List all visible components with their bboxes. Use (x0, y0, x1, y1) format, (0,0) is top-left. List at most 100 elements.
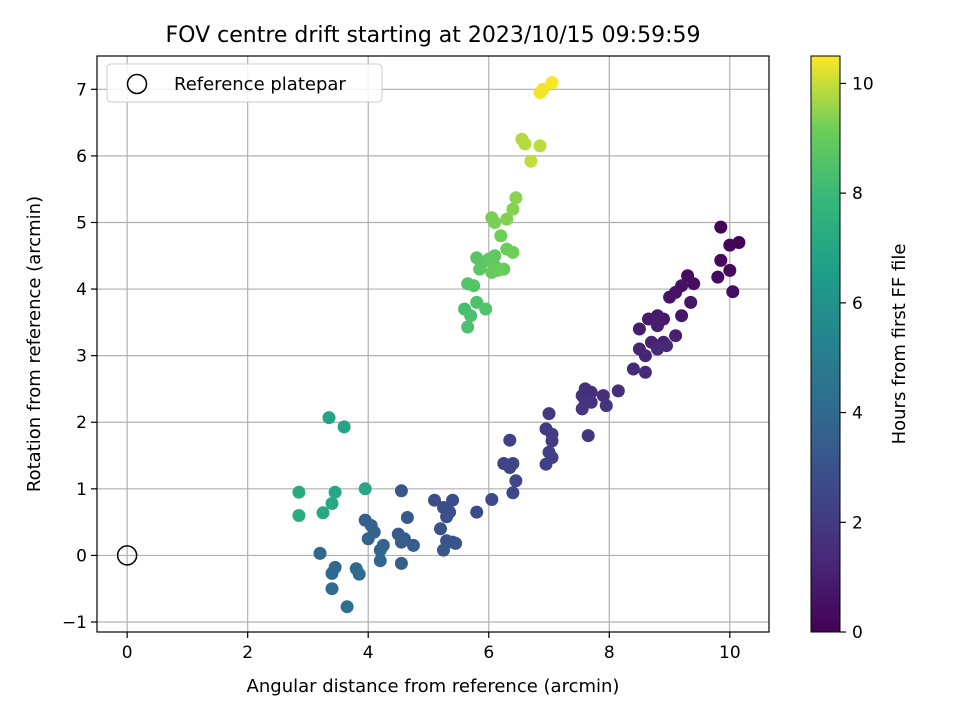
data-point (506, 245, 520, 259)
data-point (638, 365, 652, 379)
data-point (449, 536, 463, 550)
data-point (337, 420, 351, 434)
data-point (651, 319, 664, 333)
x-tick-label: 8 (604, 643, 615, 663)
data-point (467, 279, 481, 293)
data-point (518, 137, 532, 151)
colorbar-tick-label: 4 (852, 404, 863, 424)
data-point (638, 349, 652, 363)
data-point (322, 411, 336, 425)
data-point (479, 302, 493, 316)
data-point (440, 510, 454, 524)
data-point (539, 457, 553, 471)
data-point (711, 270, 725, 284)
data-point (316, 506, 330, 520)
data-point (542, 407, 556, 421)
y-tick-label: 5 (76, 213, 87, 233)
data-point (726, 285, 740, 299)
data-point (642, 312, 655, 326)
data-point (506, 202, 520, 216)
y-tick-label: −1 (62, 613, 87, 633)
data-point (325, 566, 339, 580)
data-point (581, 429, 595, 443)
data-point (533, 86, 547, 100)
data-point (485, 493, 499, 506)
legend: Reference platepar (106, 63, 383, 103)
data-point (545, 76, 559, 90)
data-point (533, 139, 547, 153)
data-point (361, 532, 375, 546)
y-axis-label: Rotation from reference (arcmin) (24, 196, 45, 492)
y-axis-ticks: −1 0 1 2 3 4 5 6 7 (62, 80, 97, 633)
colorbar-gradient (810, 55, 841, 633)
data-point (524, 154, 538, 168)
data-point (473, 262, 487, 276)
data-point (394, 484, 408, 498)
y-tick-label: 2 (76, 413, 87, 433)
y-tick-label: 1 (76, 480, 87, 500)
data-point (437, 543, 450, 557)
data-point (584, 395, 598, 409)
data-point (434, 522, 447, 536)
data-point (723, 263, 737, 277)
data-point (373, 543, 387, 557)
colorbar-tick-label: 8 (852, 184, 863, 204)
y-tick-label: 0 (76, 546, 87, 566)
data-point (488, 216, 502, 229)
data-point (406, 538, 420, 552)
data-point (373, 554, 387, 568)
data-point (325, 497, 339, 510)
data-point (313, 546, 327, 560)
y-tick-label: 6 (76, 147, 87, 167)
data-point (714, 253, 728, 267)
x-tick-label: 10 (719, 643, 741, 663)
data-point (632, 322, 646, 336)
data-point (470, 295, 484, 309)
data-point (400, 511, 414, 524)
data-point (491, 263, 505, 277)
x-tick-label: 6 (483, 643, 494, 663)
data-points (292, 76, 746, 614)
x-tick-label: 0 (122, 643, 133, 663)
data-point (684, 295, 698, 309)
data-point (446, 493, 460, 507)
data-point (488, 249, 502, 263)
data-point (292, 485, 306, 499)
reference-platepar-marker (116, 545, 138, 566)
data-point (461, 320, 475, 334)
colorbar: 0 2 4 6 8 10 Hours from first FF file (810, 55, 910, 643)
x-tick-label: 2 (242, 643, 253, 663)
data-point (325, 582, 339, 596)
data-point (494, 229, 508, 243)
reference-point (116, 545, 138, 566)
data-point (506, 486, 520, 500)
colorbar-ticks: 0 2 4 6 8 10 (840, 74, 874, 643)
colorbar-label: Hours from first FF file (889, 244, 910, 445)
y-tick-label: 7 (76, 80, 87, 100)
data-point (470, 505, 484, 519)
data-point (687, 277, 701, 291)
x-axis-label: Angular distance from reference (arcmin) (247, 676, 620, 697)
data-point (503, 461, 517, 474)
data-point (394, 556, 408, 570)
data-point (464, 309, 478, 323)
data-point (500, 212, 514, 226)
data-point (663, 290, 677, 304)
data-point (660, 339, 673, 353)
data-point (509, 474, 523, 488)
data-point (599, 399, 613, 413)
colorbar-tick-label: 0 (852, 623, 863, 643)
legend-marker-icon (126, 73, 148, 95)
x-axis-ticks: 0 2 4 6 8 10 (122, 632, 741, 663)
data-point (675, 309, 689, 323)
x-tick-label: 4 (363, 643, 374, 663)
legend-frame (106, 63, 383, 103)
data-point (545, 434, 559, 448)
data-point (669, 329, 683, 343)
data-point (340, 600, 354, 614)
y-tick-label: 3 (76, 347, 87, 367)
data-point (509, 191, 523, 205)
colorbar-tick-label: 6 (852, 294, 863, 314)
data-point (723, 238, 737, 252)
